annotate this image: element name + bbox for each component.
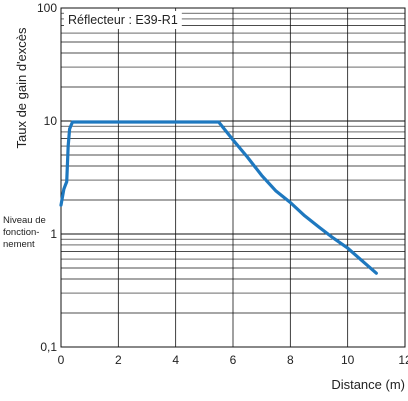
x-tick-label: 4 [172, 353, 179, 367]
x-axis-title: Distance (m) [331, 377, 405, 392]
series-layer [59, 120, 378, 275]
operating-level-annotation: Niveau de fonction- nement [3, 215, 46, 250]
series-line [59, 120, 378, 275]
legend-series-label: Réflecteur : E39-R1 [68, 13, 178, 27]
legend-box [64, 11, 182, 29]
y-tick-label: 1 [50, 227, 57, 241]
x-tick-label: 6 [230, 353, 237, 367]
x-tick-label: 0 [58, 353, 65, 367]
annotation-line-2: fonction- [3, 227, 39, 238]
legend: Réflecteur : E39-R1 [64, 11, 182, 29]
y-tick-labels: 0,1 1 10 100 [37, 1, 57, 354]
y-axis-title: Taux de gain d'excès [14, 27, 29, 149]
y-tick-label: 0,1 [40, 340, 57, 354]
x-tick-label: 10 [341, 353, 355, 367]
annotation-line-1: Niveau de [3, 215, 46, 226]
y-tick-label: 100 [37, 1, 57, 15]
y-tick-label: 10 [44, 114, 58, 128]
grid [60, 8, 406, 348]
plot-frame [60, 7, 406, 348]
x-tick-label: 12 [398, 353, 408, 367]
x-tick-label: 8 [287, 353, 294, 367]
x-tick-labels: 0 2 4 6 8 10 12 [58, 353, 408, 367]
x-tick-label: 2 [115, 353, 122, 367]
annotation-line-3: nement [3, 239, 35, 250]
